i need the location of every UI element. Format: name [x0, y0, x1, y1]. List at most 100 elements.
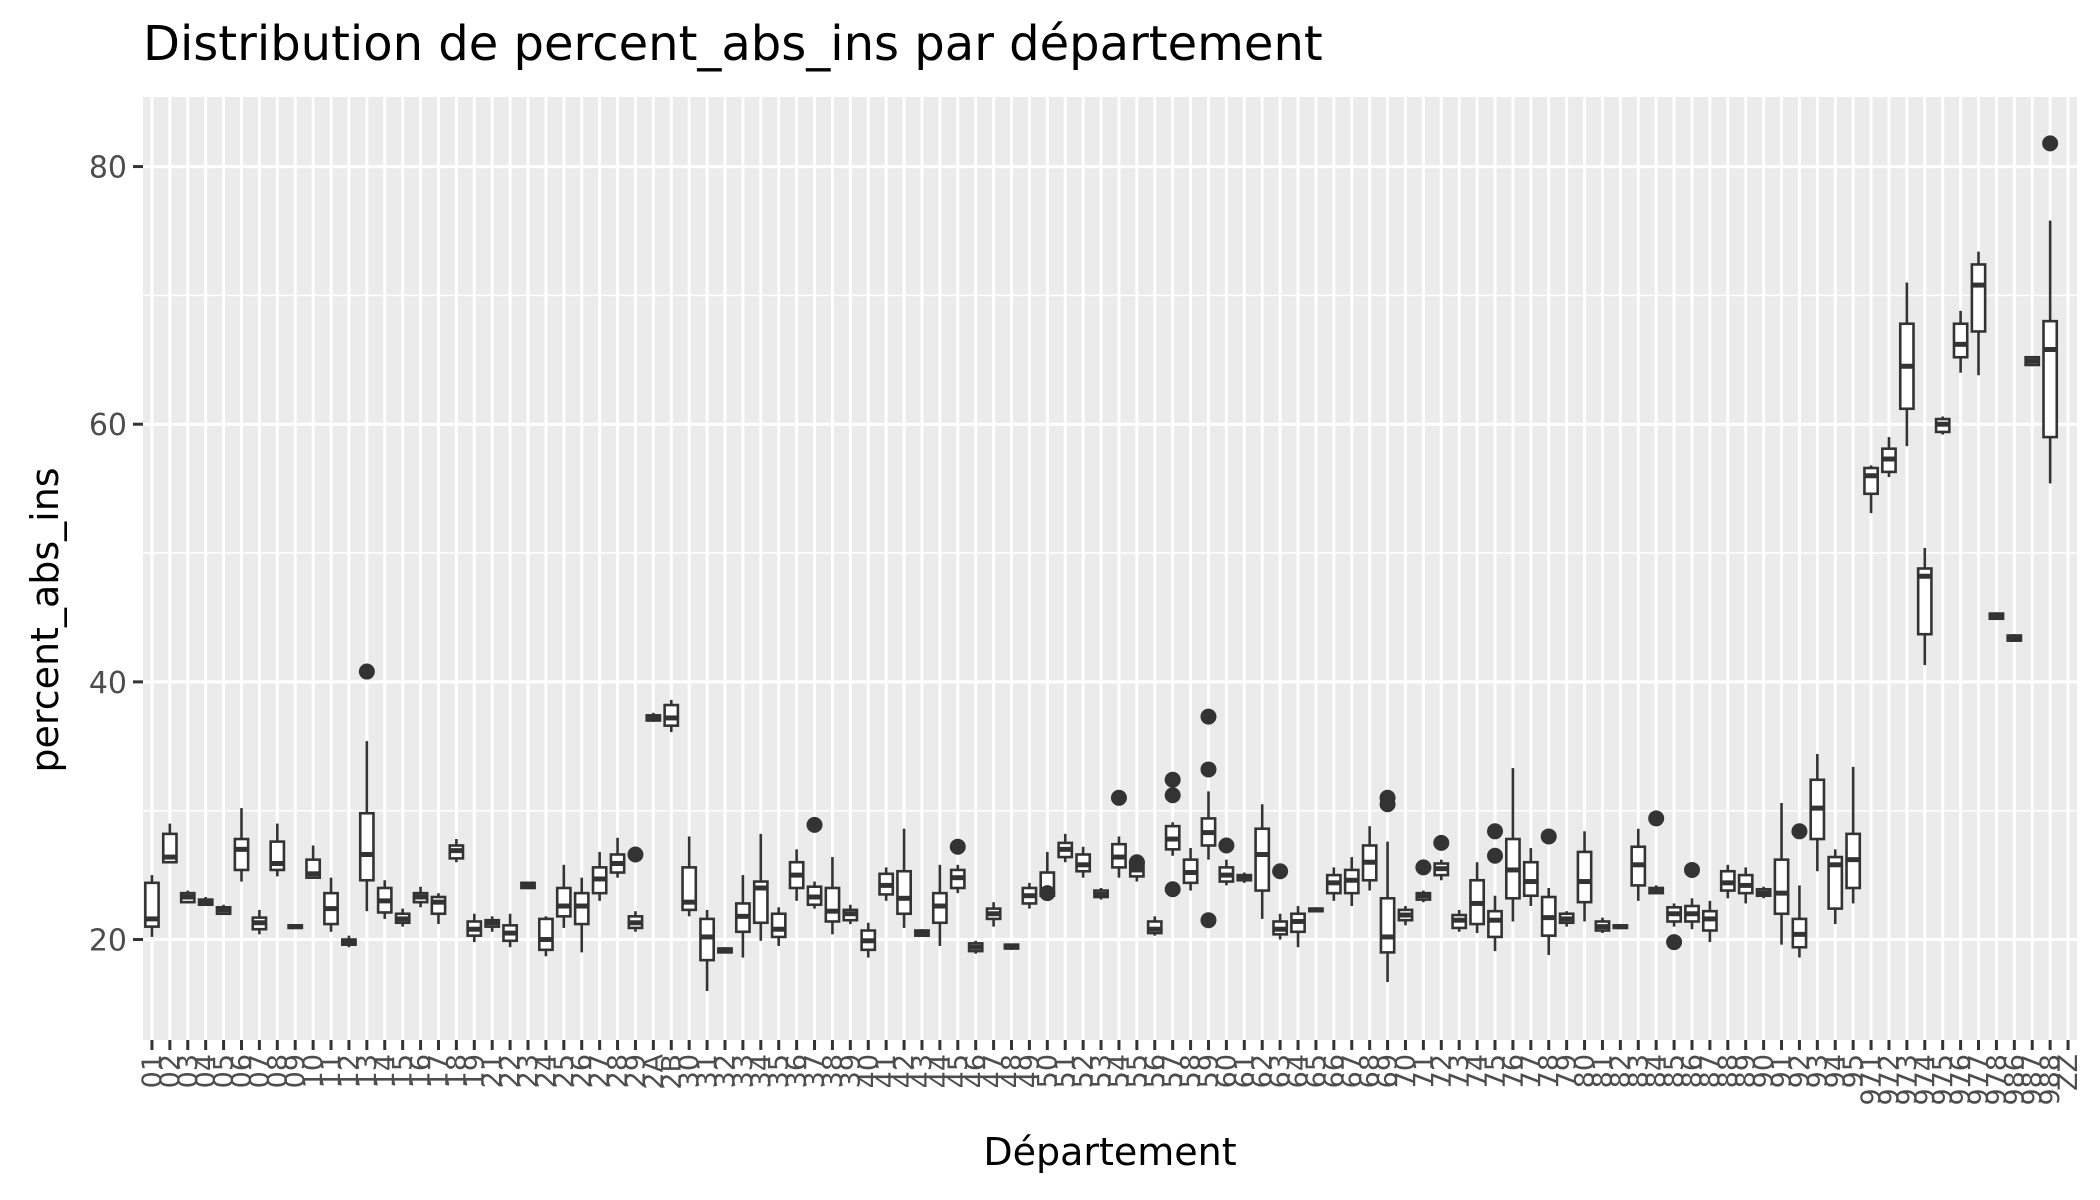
x-tick-label: 92	[1784, 1054, 1815, 1088]
box-971	[1863, 465, 1879, 514]
box-25	[555, 864, 572, 928]
y-axis: 20 40 60 80	[89, 151, 143, 959]
x-tick-label: 52	[1068, 1054, 1099, 1088]
box-iqr	[573, 891, 590, 926]
x-tick-label: 57	[1158, 1054, 1189, 1088]
x-tick-label: 986	[1999, 1054, 2030, 1106]
x-tick-label: 60	[1211, 1054, 1242, 1088]
x-tick-label: 82	[1605, 1054, 1636, 1088]
x-tick-label: 70	[1390, 1054, 1421, 1088]
box-36	[788, 849, 805, 901]
x-tick-label: 03	[173, 1054, 204, 1088]
y-axis-title: percent_abs_ins	[23, 467, 67, 772]
x-tick-label: 39	[835, 1054, 866, 1088]
minor-gridlines	[143, 294, 2077, 812]
box-iqr	[1379, 896, 1396, 954]
x-tick-label: 62	[1247, 1054, 1278, 1088]
x-tick-label: 93	[1802, 1054, 1833, 1088]
outlier-point	[1164, 881, 1181, 898]
box-11	[323, 877, 339, 932]
x-tick-label: 23	[513, 1054, 544, 1088]
box-iqr	[1254, 827, 1271, 892]
box-94	[1827, 849, 1844, 925]
y-tick-label: 80	[89, 151, 127, 186]
outlier-point	[2042, 135, 2059, 152]
box-62	[1254, 804, 1271, 919]
x-tick-label: 15	[388, 1054, 419, 1088]
x-tick-label: 26	[567, 1054, 598, 1088]
box-series	[144, 135, 2059, 992]
box-iqr	[1863, 466, 1879, 496]
x-tick-label: 29	[620, 1054, 651, 1088]
box-iqr	[2042, 319, 2059, 439]
x-tick-label: 14	[370, 1054, 401, 1088]
x-tick-label: 76	[1498, 1054, 1529, 1088]
plot-panel	[143, 97, 2077, 1040]
box-iqr	[681, 866, 698, 912]
outlier-point	[1128, 854, 1145, 871]
outlier-point	[1487, 847, 1504, 864]
y-tick-label: 40	[89, 666, 127, 701]
box-14	[376, 880, 393, 919]
y-tick-label: 20	[89, 924, 127, 959]
x-axis-title: Département	[983, 1130, 1236, 1174]
x-tick-label: 40	[853, 1054, 884, 1088]
x-tick-label: 42	[889, 1054, 920, 1088]
box-69	[1379, 789, 1396, 983]
x-tick-label: 988	[2035, 1054, 2066, 1106]
x-tick-label: 74	[1462, 1054, 1493, 1088]
box-76	[1504, 768, 1521, 922]
box-iqr	[1773, 858, 1790, 916]
box-03	[179, 890, 196, 904]
box-75	[1487, 823, 1504, 952]
x-tick-label: 75	[1480, 1054, 1511, 1088]
x-tick-label: 28	[603, 1054, 634, 1088]
box-28	[609, 837, 626, 878]
x-tick-label: 86	[1677, 1054, 1708, 1088]
box-92	[1791, 823, 1808, 958]
box-50	[1039, 851, 1056, 902]
x-tick-label: 971	[1856, 1054, 1887, 1106]
x-tick-label: 06	[226, 1054, 257, 1088]
box-02	[161, 823, 178, 864]
box-24	[537, 916, 554, 957]
outlier-point	[1791, 823, 1808, 840]
box-87	[1701, 900, 1718, 943]
box-41	[878, 867, 895, 901]
x-tick-label: 63	[1265, 1054, 1296, 1088]
x-tick-label: 50	[1032, 1054, 1063, 1088]
box-85	[1666, 903, 1683, 951]
x-tick-label: 2A	[638, 1053, 669, 1089]
box-08	[269, 823, 286, 877]
box-68	[1361, 826, 1378, 891]
x-tick-label: 95	[1838, 1054, 1869, 1088]
x-tick-label: 22	[495, 1054, 526, 1088]
x-tick-label: 02	[155, 1054, 186, 1088]
box-06	[233, 808, 250, 882]
outlier-point	[1415, 859, 1432, 876]
box-77	[1522, 848, 1539, 907]
box-95	[1845, 766, 1862, 904]
x-tick-label: ZZ	[2053, 1054, 2084, 1091]
box-40	[860, 922, 877, 958]
box-18	[448, 839, 465, 863]
box-978	[1988, 612, 2005, 621]
x-tick-label: 17	[423, 1054, 454, 1088]
box-56	[1146, 916, 1163, 936]
box-71	[1415, 859, 1432, 903]
x-tick-label: 36	[782, 1054, 813, 1088]
x-tick-label: 44	[925, 1054, 956, 1088]
box-iqr	[1487, 909, 1503, 939]
box-78	[1540, 828, 1557, 955]
x-tick-label: 41	[871, 1054, 902, 1088]
x-tick-label: 46	[961, 1054, 992, 1088]
box-82	[1612, 924, 1629, 930]
box-67	[1343, 857, 1360, 907]
x-tick-label: 24	[531, 1054, 562, 1088]
x-tick-label: 67	[1337, 1054, 1368, 1088]
x-tick-label: 13	[352, 1054, 383, 1088]
x-tick-label: 80	[1570, 1054, 1601, 1088]
box-988	[2042, 135, 2059, 484]
x-tick-label: 16	[406, 1054, 437, 1088]
x-tick-label: 18	[441, 1054, 472, 1088]
